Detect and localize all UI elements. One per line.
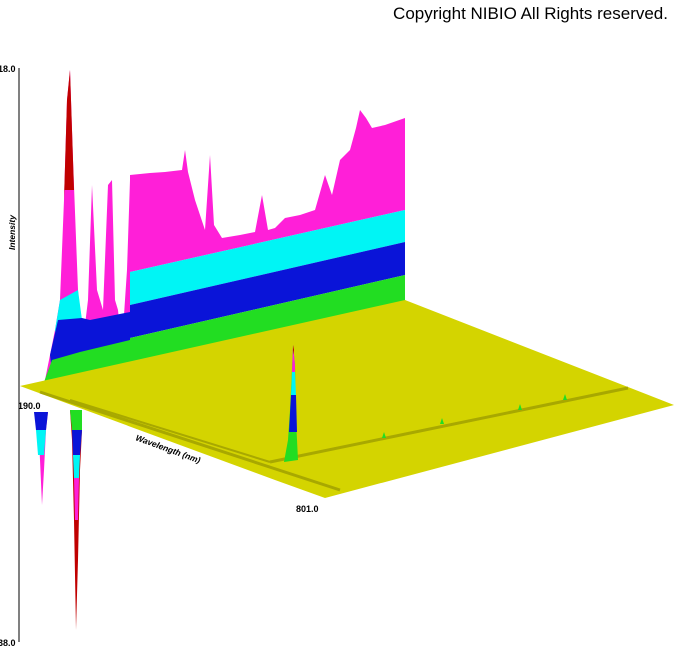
x-tick-label-start: 190.0 — [18, 401, 41, 411]
small-peak-1 — [382, 432, 386, 438]
small-peak-2 — [440, 418, 444, 424]
front-dip-2-blue — [72, 430, 82, 455]
front-dip-2-green — [70, 410, 82, 430]
band-level-4 — [130, 110, 405, 272]
floor-plane — [20, 300, 674, 498]
floor-surface — [20, 300, 674, 498]
x-tick-label-end: 801.0 — [296, 504, 319, 514]
center-peak-cyan — [291, 372, 296, 395]
left-peak-red — [64, 70, 74, 200]
band-level-1 — [90, 275, 420, 375]
front-dip-2-cyan — [73, 455, 80, 478]
peak-marks — [284, 345, 567, 462]
copyright-notice: Copyright NIBIO All Rights reserved. — [393, 4, 668, 23]
front-dip-1-blue — [34, 412, 48, 430]
z-axis-label: Intensity — [7, 214, 17, 250]
small-peak-3 — [518, 404, 522, 410]
band-level-3 — [130, 210, 405, 305]
center-peak-blue — [289, 395, 297, 432]
floor-ridge-3 — [69, 399, 271, 463]
front-dip-1-cyan — [36, 430, 46, 455]
front-spectrum-surface — [34, 410, 82, 630]
small-peak-4 — [563, 394, 567, 400]
center-peak-red — [293, 345, 294, 355]
z-tick-label-bottom: 38.0 — [0, 638, 16, 648]
floor-ridge-2 — [269, 386, 629, 464]
floor-ridge-1 — [39, 390, 341, 492]
center-peak-magenta — [292, 345, 295, 372]
z-tick-label-top: 18.0 — [0, 64, 16, 74]
band-level-2 — [130, 242, 405, 338]
front-dip-2-magenta — [74, 478, 79, 520]
